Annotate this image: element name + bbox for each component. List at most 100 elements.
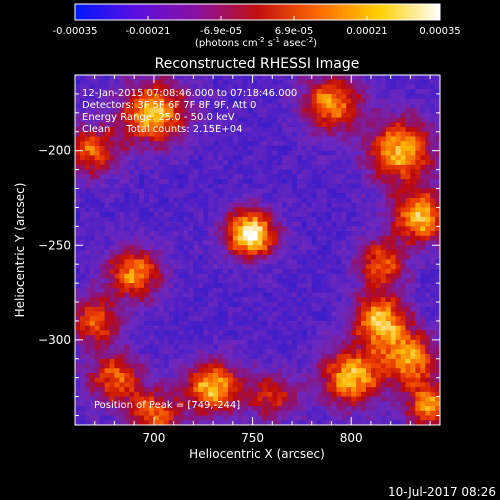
heatmap-cell (218, 240, 224, 246)
colorbar-tick-label: -0.00035 (53, 26, 98, 37)
heatmap-cell (208, 287, 214, 293)
heatmap-cell (420, 112, 426, 118)
heatmap-cell (104, 202, 110, 208)
heatmap-cell (351, 212, 357, 218)
heatmap-cell (301, 259, 308, 265)
heatmap-cell (296, 354, 303, 360)
heatmap-cell (430, 103, 436, 109)
heatmap-cell (75, 117, 81, 123)
heatmap-cell (370, 93, 377, 100)
heatmap-cell (287, 240, 293, 246)
heatmap-cell (262, 316, 268, 322)
heatmap-cell (356, 103, 362, 109)
heatmap-cell (84, 391, 91, 398)
heatmap-cell (296, 188, 303, 194)
heatmap-cell (331, 174, 337, 180)
heatmap-cell (168, 245, 175, 251)
heatmap-cell (124, 339, 130, 345)
heatmap-cell (247, 131, 253, 137)
heatmap-cell (178, 202, 184, 208)
heatmap-cell (252, 320, 258, 327)
heatmap-cell (148, 287, 155, 293)
heatmap-cell (395, 226, 401, 232)
heatmap-cell (89, 141, 96, 147)
heatmap-cell (153, 141, 160, 147)
heatmap-cell (208, 302, 214, 308)
heatmap-cell (351, 216, 357, 223)
heatmap-cell (292, 382, 298, 388)
heatmap-cell (203, 268, 209, 275)
heatmap-cell (193, 160, 199, 166)
heatmap-cell (227, 259, 234, 265)
heatmap-cell (395, 354, 401, 360)
heatmap-cell (292, 302, 298, 308)
heatmap-cell (84, 202, 91, 208)
heatmap-cell (84, 188, 91, 194)
heatmap-cell (89, 273, 96, 279)
heatmap-cell (331, 302, 337, 308)
heatmap-cell (292, 325, 298, 331)
heatmap-cell (218, 226, 224, 232)
heatmap-cell (272, 75, 278, 81)
heatmap-cell (301, 122, 308, 128)
heatmap-cell (390, 93, 397, 100)
heatmap-cell (336, 325, 342, 331)
heatmap-cell (296, 216, 303, 223)
heatmap-cell (321, 363, 327, 369)
heatmap-cell (296, 349, 303, 355)
heatmap-cell (203, 382, 209, 388)
heatmap-cell (124, 330, 130, 336)
heatmap-cell (242, 84, 249, 90)
heatmap-cell (89, 250, 96, 256)
heatmap-cell (158, 93, 165, 100)
heatmap-cell (109, 84, 115, 90)
heatmap-cell (114, 108, 120, 114)
heatmap-cell (213, 174, 219, 180)
heatmap-cell (366, 245, 372, 251)
heatmap-cell (153, 240, 160, 246)
heatmap-cell (267, 188, 273, 194)
heatmap-cell (208, 103, 214, 109)
heatmap-cell (183, 169, 189, 175)
heatmap-cell (326, 169, 332, 175)
heatmap-cell (420, 292, 426, 298)
heatmap-cell (375, 226, 382, 232)
heatmap-cell (173, 197, 179, 204)
heatmap-cell (163, 349, 170, 355)
heatmap-cell (301, 226, 308, 232)
heatmap-cell (124, 216, 130, 223)
heatmap-cell (109, 325, 115, 331)
heatmap-cell (158, 174, 165, 180)
heatmap-cell (84, 292, 91, 298)
heatmap-cell (311, 377, 318, 383)
heatmap-cell (430, 98, 436, 104)
heatmap-cell (316, 302, 323, 308)
heatmap-cell (153, 127, 160, 133)
heatmap-cell (153, 174, 160, 180)
heatmap-cell (144, 79, 150, 85)
heatmap-cell (400, 131, 406, 137)
heatmap-cell (390, 112, 397, 118)
heatmap-cell (366, 264, 372, 270)
heatmap-cell (232, 93, 239, 100)
heatmap-cell (370, 354, 377, 360)
heatmap-cell (168, 84, 175, 90)
heatmap-cell (311, 84, 318, 90)
heatmap-cell (173, 377, 179, 383)
heatmap-cell (203, 292, 209, 298)
heatmap-cell (430, 226, 436, 232)
heatmap-cell (301, 387, 308, 393)
heatmap-cell (346, 283, 352, 289)
heatmap-cell (163, 273, 170, 279)
heatmap-cell (129, 221, 135, 227)
heatmap-cell (109, 245, 115, 251)
heatmap-cell (242, 231, 249, 237)
heatmap-cell (405, 273, 411, 279)
heatmap-cell (287, 212, 293, 218)
heatmap-cell (425, 207, 431, 213)
heatmap-cell (282, 335, 288, 341)
heatmap-cell (410, 98, 416, 104)
heatmap-cell (405, 155, 411, 161)
heatmap-cell (336, 150, 342, 156)
heatmap-cell (148, 320, 155, 327)
